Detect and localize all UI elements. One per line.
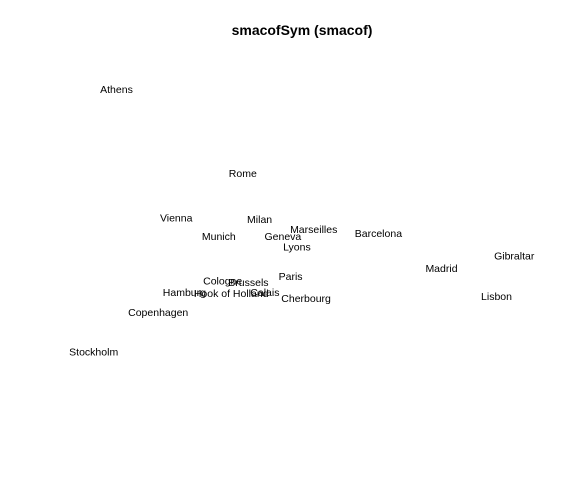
city-label-hamburg: Hamburg: [163, 287, 206, 299]
city-label-calais: Calais: [250, 287, 279, 299]
city-label-madrid: Madrid: [425, 263, 457, 275]
city-label-marseilles: Marseilles: [290, 224, 337, 236]
city-label-geneva: Geneva: [265, 231, 302, 243]
city-labels-layer: Athens Rome Vienna Milan Marseilles Barcelona…: [69, 84, 535, 358]
city-label-hook-of-holland: Hook of Holland: [194, 288, 269, 300]
city-label-cherbourg: Cherbourg: [281, 293, 331, 305]
city-label-athens: Athens: [100, 84, 133, 96]
city-label-gibraltar: Gibraltar: [494, 251, 535, 263]
city-label-brussels: Brussels: [228, 277, 268, 289]
city-label-lyons: Lyons: [283, 241, 311, 253]
city-label-stockholm: Stockholm: [69, 346, 118, 358]
city-label-paris: Paris: [279, 271, 303, 283]
city-label-copenhagen: Copenhagen: [128, 307, 188, 319]
city-label-vienna: Vienna: [160, 213, 193, 225]
city-label-milan: Milan: [247, 214, 272, 226]
city-label-lisbon: Lisbon: [481, 291, 512, 303]
city-label-barcelona: Barcelona: [355, 228, 402, 240]
city-label-cologne: Cologne: [203, 276, 242, 288]
chart-title: smacofSym (smacof): [232, 22, 373, 38]
city-label-munich: Munich: [202, 231, 236, 243]
city-label-rome: Rome: [229, 168, 257, 180]
